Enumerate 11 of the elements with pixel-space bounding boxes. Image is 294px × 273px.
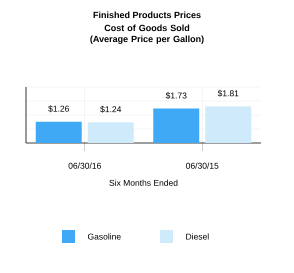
x-tick-label: 06/30/16 [68, 162, 101, 169]
legend-label: Diesel [186, 233, 209, 240]
data-label: $1.24 [100, 106, 122, 113]
legend-label: Gasoline [88, 233, 121, 240]
data-label: $1.73 [166, 92, 187, 100]
chart-subtitle: Cost of Goods Sold (Average Price per Gallon) [90, 24, 204, 44]
data-label: $1.81 [218, 90, 238, 97]
x-axis-title: Six Months Ended [109, 180, 178, 186]
x-tick-label: 06/30/15 [186, 162, 218, 169]
chart-title: Finished Products Prices [94, 12, 201, 18]
data-label: $1.26 [48, 105, 70, 112]
